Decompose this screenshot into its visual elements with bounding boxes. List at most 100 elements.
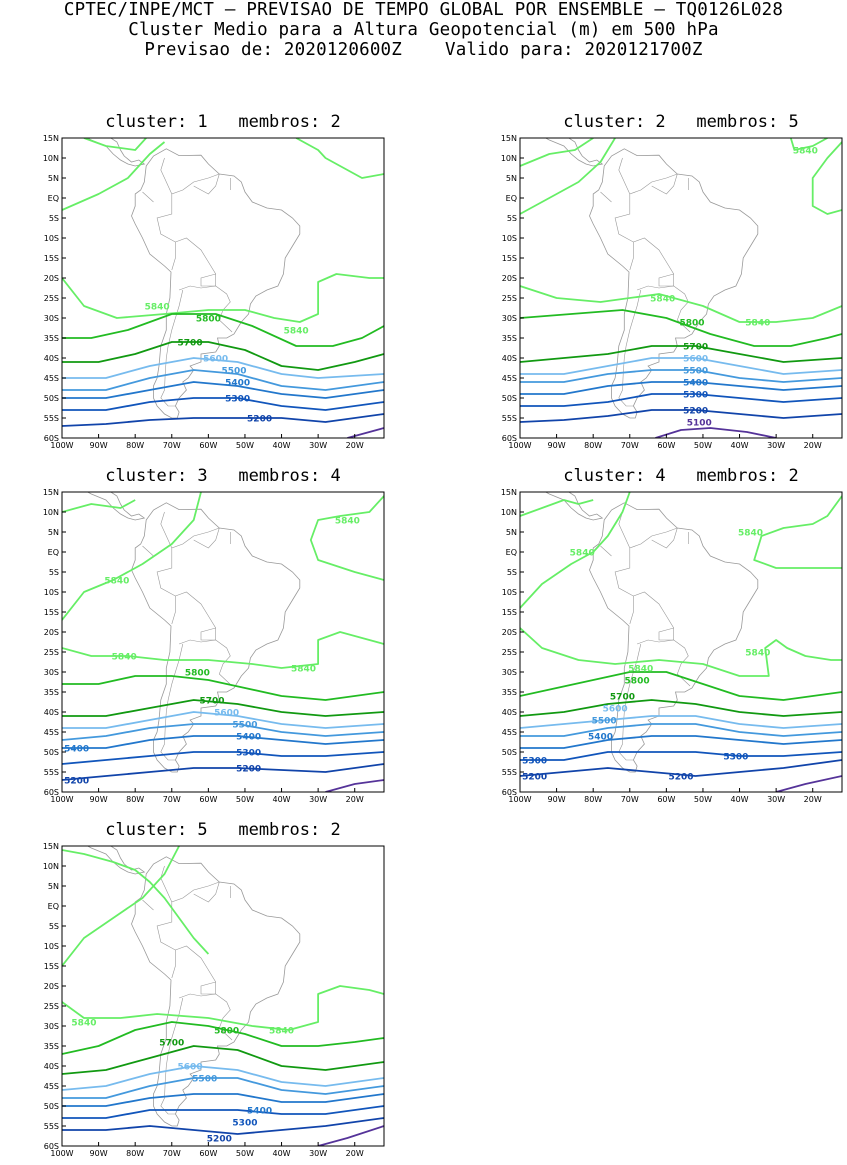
- map-cluster-3: 5840 5840 5840 5840 5800 5700 5600 5500 5400 5400…: [43, 488, 385, 804]
- lon-tick-label: 90W: [90, 795, 108, 804]
- map-content: [62, 846, 384, 1146]
- lat-tick-label: 50S: [44, 748, 59, 757]
- contour-label: 5400: [247, 1107, 272, 1117]
- central-america-coastline: [86, 492, 146, 521]
- country-border: [193, 881, 220, 903]
- coastline: [131, 148, 301, 419]
- contour-label: 5800: [679, 319, 704, 329]
- contour-line: [325, 779, 384, 792]
- contour-line: [655, 427, 777, 438]
- contour-label: 5840: [570, 549, 595, 559]
- lon-tick-label: 60W: [657, 795, 675, 804]
- country-border: [633, 591, 691, 687]
- lon-tick-label: 100W: [50, 441, 73, 450]
- lat-tick-label: 35S: [502, 688, 517, 697]
- contour-label: 5400: [225, 379, 250, 389]
- lat-tick-label: 30S: [44, 668, 59, 677]
- lat-tick-label: 60S: [44, 788, 59, 797]
- country-border: [614, 527, 678, 625]
- lon-tick-label: 60W: [199, 795, 217, 804]
- contour-label: 5400: [236, 733, 261, 743]
- country-border: [156, 881, 220, 979]
- country-border: [160, 157, 173, 195]
- contour-label: 5500: [232, 721, 257, 731]
- lat-tick-label: 25S: [44, 1002, 59, 1011]
- country-border: [156, 173, 220, 271]
- lat-tick-label: 35S: [44, 1042, 59, 1051]
- figure-header: CPTEC/INPE/MCT – PREVISAO DE TEMPO GLOBA…: [0, 0, 847, 60]
- contour-line: [520, 499, 594, 517]
- lat-tick-label: 5N: [48, 528, 59, 537]
- contour-line: [62, 711, 384, 729]
- lon-tick-label: 60W: [657, 441, 675, 450]
- contour-label: 5840: [291, 665, 316, 675]
- lat-tick-label: 25S: [502, 294, 517, 303]
- panel-cluster-3: cluster: 3 membros: 4 5840 5840 5840 5840 58…: [0, 466, 390, 811]
- contour-line: [520, 759, 842, 777]
- lat-tick-label: EQ: [48, 902, 59, 911]
- lat-tick-label: EQ: [506, 194, 517, 203]
- map-frame: [61, 137, 385, 439]
- country-border: [160, 511, 173, 549]
- lat-tick-label: 10N: [501, 508, 517, 517]
- lat-tick-label: 15S: [44, 608, 59, 617]
- contour-line: [520, 723, 842, 737]
- header-line-3: Previsao de: 2020120600Z Valido para: 20…: [144, 40, 703, 60]
- lat-tick-label: 30S: [44, 1022, 59, 1031]
- lat-tick-label: 40S: [502, 708, 517, 717]
- panel-title: cluster: 5 membros: 2: [105, 820, 341, 840]
- contour-line: [62, 381, 384, 399]
- country-border: [200, 273, 216, 287]
- contour-label: 5840: [793, 147, 818, 157]
- lat-tick-label: 5S: [507, 568, 517, 577]
- lat-tick-label: 55S: [502, 414, 517, 423]
- contour-line: [775, 775, 842, 792]
- lon-tick-label: 90W: [90, 1149, 108, 1158]
- lat-tick-label: 30S: [502, 668, 517, 677]
- panel-title: cluster: 3 membros: 4: [105, 466, 341, 486]
- country-border: [651, 173, 678, 195]
- country-border: [618, 511, 631, 549]
- contour-label: 5840: [145, 303, 170, 313]
- panel-title: cluster: 1 membros: 2: [105, 112, 341, 132]
- contour-line: [62, 273, 384, 323]
- lat-tick-label: 20S: [502, 628, 517, 637]
- header-line-1: CPTEC/INPE/MCT – PREVISAO DE TEMPO GLOBA…: [63, 0, 784, 20]
- lon-tick-label: 90W: [548, 441, 566, 450]
- lat-tick-label: 15N: [43, 134, 59, 143]
- coastline: [131, 856, 301, 1127]
- contour-label: 5300: [232, 1119, 257, 1129]
- panel-cluster-4: cluster: 4 membros: 2 5840 5840 5840 5840 58…: [458, 466, 847, 811]
- lat-tick-label: 35S: [44, 688, 59, 697]
- contour-line: [62, 357, 384, 379]
- contour-label: 5700: [683, 343, 708, 353]
- lon-tick-label: 100W: [508, 441, 531, 450]
- lon-tick-label: 60W: [199, 441, 217, 450]
- contour-line: [295, 138, 384, 179]
- lat-tick-label: EQ: [48, 194, 59, 203]
- contour-line: [62, 763, 384, 781]
- lon-tick-label: 30W: [767, 795, 785, 804]
- lon-tick-label: 90W: [90, 441, 108, 450]
- lat-tick-label: 5N: [506, 174, 517, 183]
- lon-tick-label: 70W: [163, 1149, 181, 1158]
- contour-line: [520, 492, 631, 609]
- lat-tick-label: 15N: [501, 488, 517, 497]
- contour-line: [520, 715, 842, 729]
- country-border: [200, 627, 216, 641]
- contour-line: [520, 345, 842, 363]
- lon-tick-label: 40W: [730, 441, 748, 450]
- contour-label: 5600: [178, 1063, 203, 1073]
- central-america-coastline: [544, 492, 604, 521]
- lat-tick-label: 55S: [44, 414, 59, 423]
- country-border: [633, 237, 691, 333]
- contour-line: [62, 849, 210, 955]
- contour-label: 5200: [207, 1135, 232, 1145]
- contour-label: 5800: [214, 1027, 239, 1037]
- lat-tick-label: 15N: [501, 134, 517, 143]
- lon-tick-label: 70W: [163, 795, 181, 804]
- country-border: [178, 993, 216, 999]
- lon-tick-label: 80W: [126, 441, 144, 450]
- contour-label: 5400: [588, 733, 613, 743]
- contour-label: 5400: [683, 379, 708, 389]
